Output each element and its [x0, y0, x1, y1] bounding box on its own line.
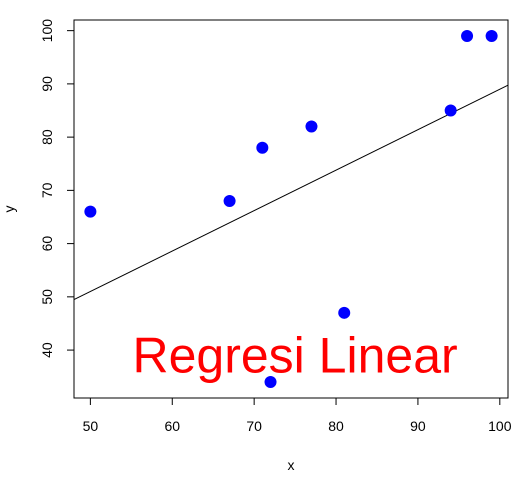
x-axis-title: x — [288, 457, 295, 473]
x-tick-label: 90 — [410, 418, 426, 434]
y-tick-label: 60 — [39, 236, 55, 252]
data-point — [444, 104, 457, 117]
data-point — [264, 376, 277, 389]
y-tick-label: 100 — [39, 19, 55, 43]
regression-line — [73, 84, 509, 301]
y-axis-title: y — [1, 206, 17, 213]
y-tick-label: 50 — [39, 289, 55, 305]
data-point — [256, 141, 269, 154]
x-tick-label: 60 — [164, 418, 180, 434]
data-point — [338, 306, 351, 319]
x-tick-label: 100 — [488, 418, 512, 434]
data-point — [223, 195, 236, 208]
data-point — [485, 29, 498, 42]
data-point — [305, 120, 318, 133]
data-point — [461, 29, 474, 42]
y-tick-label: 80 — [39, 129, 55, 145]
y-tick-label: 90 — [39, 76, 55, 92]
y-tick-label: 40 — [39, 342, 55, 358]
data-point — [84, 205, 97, 218]
y-tick-label: 70 — [39, 182, 55, 198]
chart-annotation: Regresi Linear — [133, 327, 458, 383]
x-tick-label: 50 — [83, 418, 99, 434]
x-tick-label: 70 — [246, 418, 262, 434]
x-tick-label: 80 — [328, 418, 344, 434]
